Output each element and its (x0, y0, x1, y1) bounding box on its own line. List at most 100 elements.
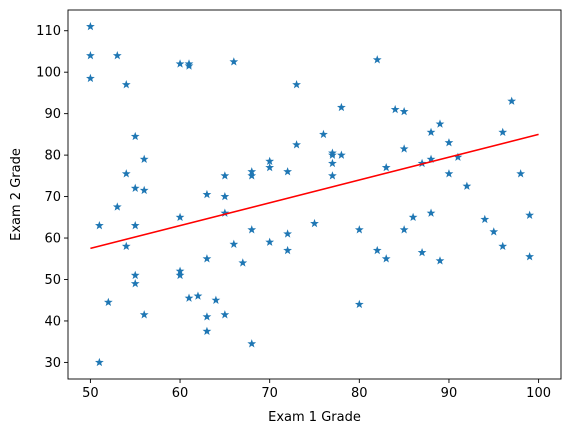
data-point (247, 171, 257, 180)
data-point (265, 162, 275, 172)
data-point (328, 150, 337, 159)
x-axis-label: Exam 1 Grade (268, 410, 361, 425)
data-point (95, 221, 104, 230)
data-point (220, 208, 230, 217)
data-point (175, 270, 185, 280)
data-point (426, 208, 436, 217)
data-point (354, 225, 364, 234)
data-point (211, 295, 221, 304)
data-point (337, 102, 346, 112)
data-point (130, 221, 140, 230)
data-point (399, 144, 409, 153)
data-point (417, 158, 427, 168)
data-point (247, 225, 257, 234)
data-point (202, 312, 212, 321)
y-tick-label: 90 (44, 107, 61, 122)
data-point (283, 229, 292, 238)
x-tick-label: 60 (172, 386, 189, 401)
data-point (202, 189, 212, 199)
data-point (516, 169, 526, 178)
data-point (417, 247, 427, 257)
data-point (283, 167, 292, 176)
data-point (139, 185, 149, 195)
regression-line (90, 133, 539, 250)
data-point (175, 59, 185, 68)
data-point (202, 326, 212, 336)
x-tick-label: 100 (526, 386, 551, 401)
y-tick-label: 100 (36, 66, 61, 81)
y-tick-label: 80 (44, 149, 61, 164)
data-point (319, 129, 328, 139)
y-axis-label: Exam 2 Grade (9, 148, 24, 241)
data-point (103, 297, 113, 307)
data-point (489, 227, 499, 236)
x-tick-label: 50 (82, 386, 99, 401)
data-point (86, 73, 95, 83)
data-point (292, 140, 301, 149)
data-point (498, 127, 508, 137)
data-point (435, 256, 445, 265)
data-point (175, 212, 185, 222)
data-point (408, 212, 418, 222)
data-point (121, 241, 131, 251)
data-point (435, 119, 445, 128)
data-point (265, 156, 275, 166)
x-tick-label: 90 (441, 386, 458, 401)
data-point (130, 131, 140, 141)
data-point (229, 239, 239, 248)
data-point (121, 169, 131, 178)
data-point (139, 310, 149, 319)
data-point (390, 104, 400, 114)
data-point (480, 214, 490, 224)
data-point (498, 241, 508, 251)
data-point (399, 225, 409, 234)
data-point (184, 61, 194, 70)
data-point (247, 339, 257, 348)
data-point (112, 202, 122, 211)
y-tick-label: 70 (44, 190, 61, 205)
data-point (444, 138, 454, 147)
y-axis: 30 40 50 60 70 80 90 100 110 (36, 24, 68, 371)
data-point (399, 106, 409, 116)
data-point (426, 154, 436, 163)
y-tick-label: 50 (44, 273, 61, 288)
data-point (381, 162, 391, 172)
y-tick-label: 60 (44, 232, 61, 247)
data-point (283, 245, 292, 255)
data-point (354, 299, 364, 309)
data-point (86, 21, 95, 31)
x-axis: 50 60 70 80 90 100 (82, 379, 551, 401)
data-point (310, 218, 319, 228)
data-point (238, 258, 248, 267)
data-point (507, 96, 517, 105)
data-point (130, 279, 140, 288)
data-point (381, 254, 391, 263)
data-point (426, 127, 436, 137)
data-point (372, 55, 382, 64)
data-point (202, 254, 212, 263)
y-tick-label: 110 (36, 24, 61, 39)
data-point (112, 51, 122, 60)
marks-layer (86, 21, 539, 367)
data-point (130, 270, 140, 280)
data-point (292, 80, 301, 89)
data-point (184, 293, 194, 302)
data-point (525, 252, 534, 261)
data-point (328, 158, 337, 168)
data-point (328, 171, 337, 180)
data-point (372, 245, 382, 255)
data-point (462, 181, 472, 190)
data-point (453, 152, 463, 161)
plot-frame (67, 9, 562, 380)
data-point (175, 266, 185, 275)
data-point (193, 291, 203, 300)
data-point (139, 154, 149, 163)
x-tick-label: 70 (261, 386, 278, 401)
data-point (121, 80, 131, 89)
data-point (229, 57, 239, 66)
data-point (525, 210, 534, 219)
data-point (220, 171, 230, 180)
data-point (265, 237, 275, 246)
data-point (130, 183, 140, 192)
